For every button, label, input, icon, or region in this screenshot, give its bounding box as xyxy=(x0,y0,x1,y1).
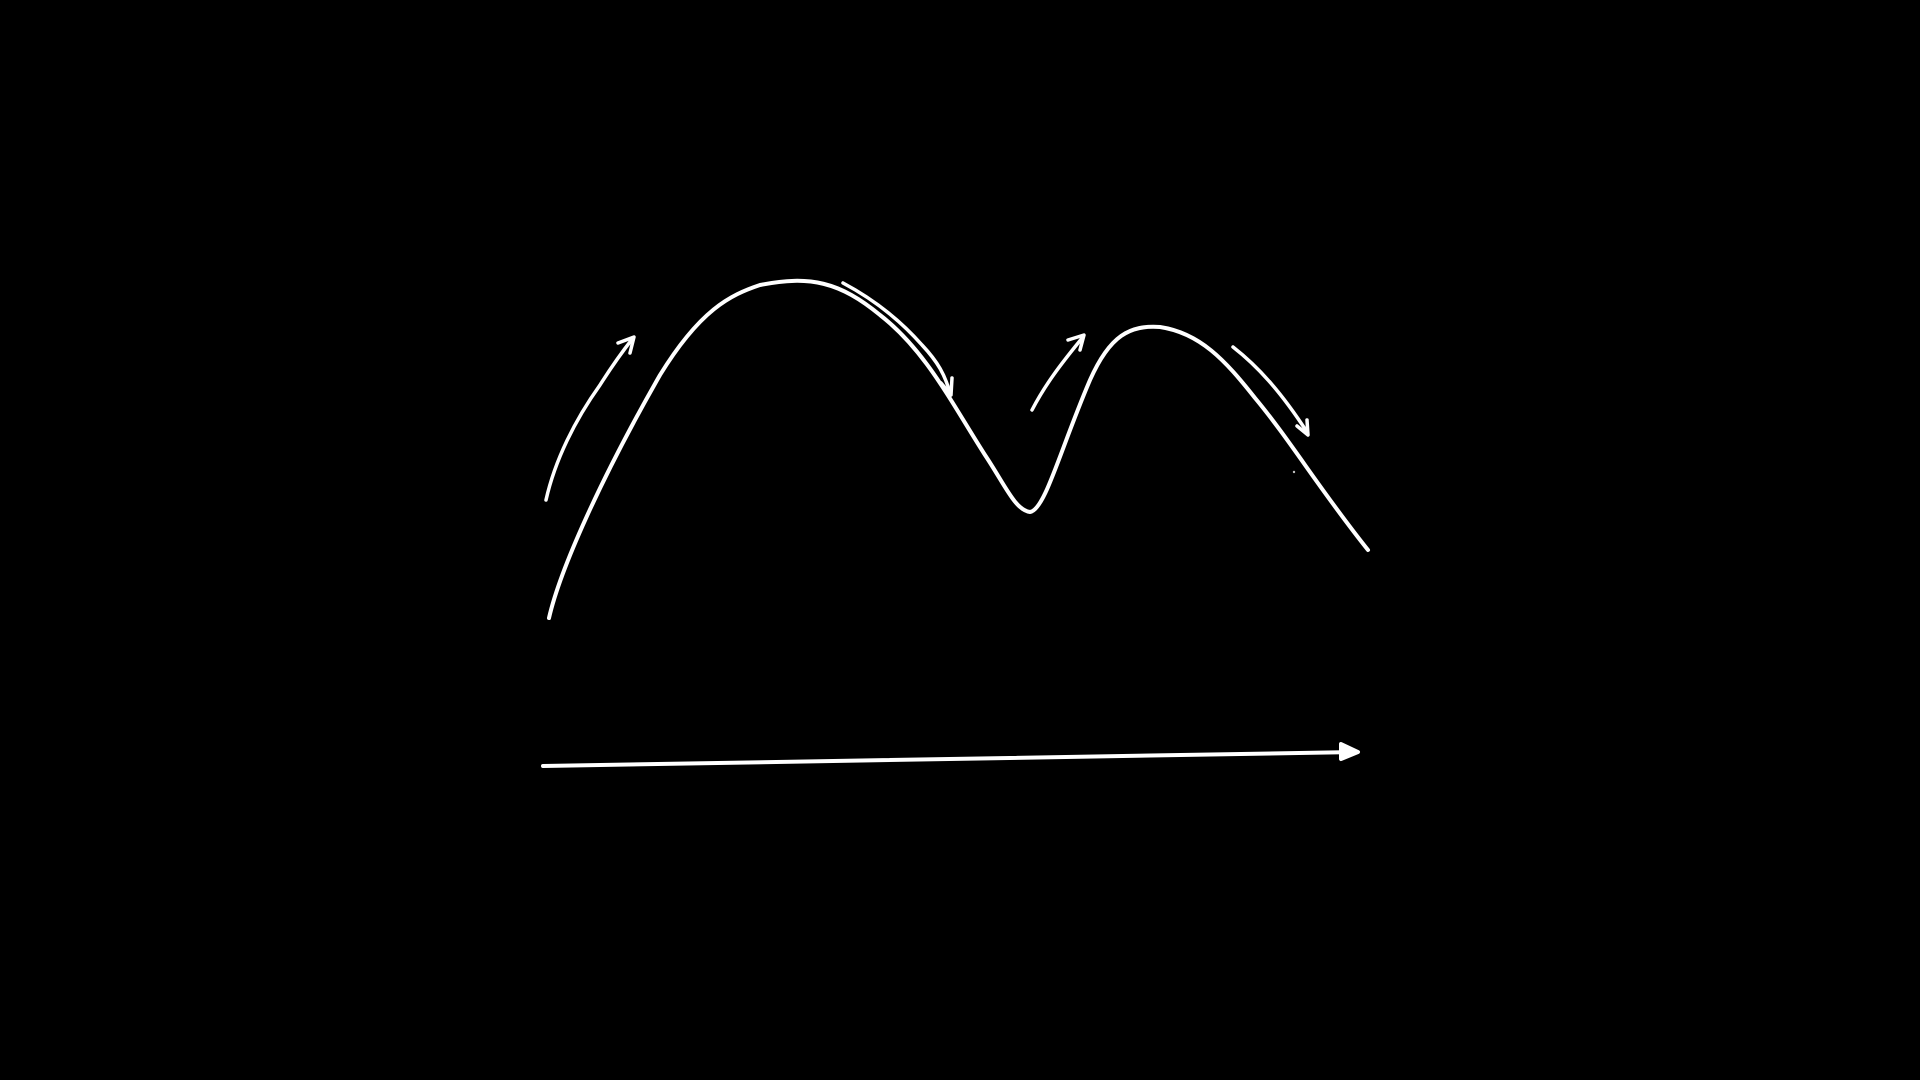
stray-mark xyxy=(1292,470,1296,474)
two-peak-curve xyxy=(547,278,1370,620)
rise-arrow-2 xyxy=(1030,333,1086,412)
fall-arrow-2 xyxy=(1231,345,1310,437)
horizontal-axis-arrow xyxy=(541,742,1360,768)
rise-arrow-1 xyxy=(544,335,636,502)
fall-arrow-1 xyxy=(841,281,954,397)
